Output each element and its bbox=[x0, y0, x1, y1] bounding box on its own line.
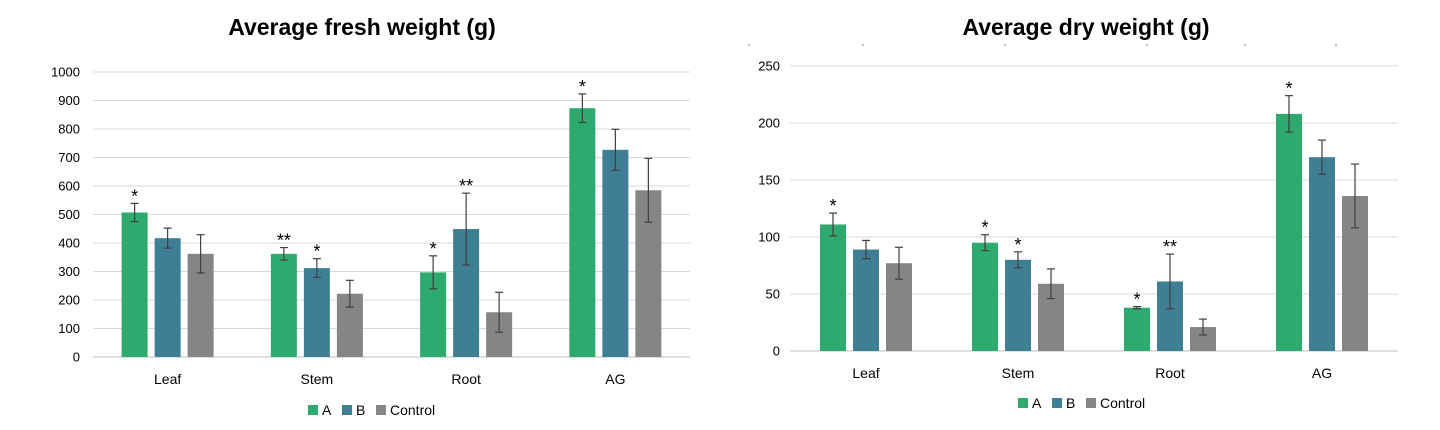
y-tick-label: 100 bbox=[58, 321, 80, 336]
bar-a-stem bbox=[270, 253, 297, 357]
frame-dot bbox=[862, 44, 864, 46]
x-category-label: Root bbox=[451, 371, 481, 387]
y-axis-ticks: 0 50 100 150 200 250 bbox=[758, 59, 780, 359]
significance-marker: * bbox=[579, 77, 586, 97]
y-tick-label: 250 bbox=[758, 59, 780, 74]
legend-label-control: Control bbox=[1100, 395, 1145, 411]
significance-marker: * bbox=[313, 242, 320, 262]
y-tick-label: 100 bbox=[758, 230, 780, 245]
y-tick-label: 200 bbox=[58, 293, 80, 308]
y-tick-label: 150 bbox=[758, 173, 780, 188]
significance-marker: ** bbox=[277, 231, 291, 251]
y-tick-label: 800 bbox=[58, 122, 80, 137]
legend-label-b: B bbox=[356, 402, 365, 418]
bar-b-leaf bbox=[853, 249, 879, 351]
significance-marker: * bbox=[829, 196, 836, 216]
bar-b-ag bbox=[1309, 157, 1335, 351]
significance-marker: * bbox=[1014, 235, 1021, 255]
legend-swatch-control bbox=[376, 405, 386, 415]
bar-a-ag bbox=[1276, 113, 1302, 351]
y-tick-label: 600 bbox=[58, 179, 80, 194]
x-axis-categories: Leaf Stem Root AG bbox=[852, 365, 1332, 381]
bar-b-leaf bbox=[154, 238, 181, 357]
gridlines bbox=[93, 71, 690, 358]
x-category-label: AG bbox=[1312, 365, 1332, 381]
y-tick-label: 1000 bbox=[51, 65, 80, 80]
frame-dot bbox=[1335, 44, 1337, 46]
x-category-label: Stem bbox=[1002, 365, 1035, 381]
y-tick-label: 400 bbox=[58, 236, 80, 251]
chart-title: Average dry weight (g) bbox=[962, 14, 1209, 40]
legend: A B Control bbox=[308, 402, 435, 418]
frame-dot bbox=[748, 44, 750, 46]
legend: A B Control bbox=[1018, 395, 1145, 411]
y-tick-label: 900 bbox=[58, 93, 80, 108]
y-tick-label: 0 bbox=[73, 350, 80, 365]
y-tick-label: 500 bbox=[58, 207, 80, 222]
bar-a-leaf bbox=[820, 224, 846, 351]
bar-b-ag bbox=[602, 149, 629, 357]
legend-swatch-a bbox=[308, 405, 318, 415]
significance-marker: ** bbox=[1163, 237, 1177, 257]
legend-label-control: Control bbox=[390, 402, 435, 418]
y-tick-label: 200 bbox=[758, 116, 780, 131]
decorative-dots bbox=[748, 44, 1337, 46]
chart-dry-weight: Average dry weight (g) 0 50 100 150 200 250 *… bbox=[748, 14, 1398, 411]
legend-swatch-b bbox=[1052, 398, 1062, 408]
legend-swatch-a bbox=[1018, 398, 1028, 408]
significance-marker: * bbox=[981, 218, 988, 238]
x-axis-categories: Leaf Stem Root AG bbox=[154, 371, 625, 387]
y-axis-ticks: 0 100 200 300 400 500 600 700 800 900 1000 bbox=[51, 65, 80, 365]
y-tick-label: 700 bbox=[58, 150, 80, 165]
bars: ******* bbox=[820, 79, 1368, 351]
chart-title: Average fresh weight (g) bbox=[228, 14, 496, 40]
legend-swatch-control bbox=[1086, 398, 1096, 408]
bar-b-stem bbox=[1005, 259, 1031, 351]
y-tick-label: 0 bbox=[773, 344, 780, 359]
bar-control-root bbox=[1190, 327, 1216, 351]
bar-b-stem bbox=[303, 268, 330, 357]
x-category-label: AG bbox=[605, 371, 625, 387]
bar-a-ag bbox=[569, 108, 596, 357]
x-category-label: Stem bbox=[301, 371, 334, 387]
bars: **** **** bbox=[121, 77, 662, 357]
legend-swatch-b bbox=[342, 405, 352, 415]
bar-a-stem bbox=[972, 242, 998, 351]
y-tick-label: 300 bbox=[58, 264, 80, 279]
significance-marker: * bbox=[1285, 79, 1292, 99]
chart-fresh-weight: Average fresh weight (g) 0 100 200 300 400 50… bbox=[51, 14, 690, 418]
bar-a-leaf bbox=[121, 212, 148, 357]
y-tick-label: 50 bbox=[766, 287, 780, 302]
frame-dot bbox=[1146, 44, 1148, 46]
legend-label-b: B bbox=[1066, 395, 1075, 411]
x-category-label: Leaf bbox=[154, 371, 181, 387]
gridlines bbox=[790, 65, 1398, 352]
legend-label-a: A bbox=[1032, 395, 1042, 411]
significance-marker: * bbox=[430, 239, 437, 259]
legend-label-a: A bbox=[322, 402, 332, 418]
significance-marker: * bbox=[131, 186, 138, 206]
significance-marker: * bbox=[1133, 290, 1140, 310]
bar-a-root bbox=[1124, 307, 1150, 351]
x-category-label: Leaf bbox=[852, 365, 879, 381]
frame-dot bbox=[1244, 44, 1246, 46]
x-category-label: Root bbox=[1155, 365, 1185, 381]
frame-dot bbox=[1004, 44, 1006, 46]
significance-marker: ** bbox=[459, 176, 473, 196]
